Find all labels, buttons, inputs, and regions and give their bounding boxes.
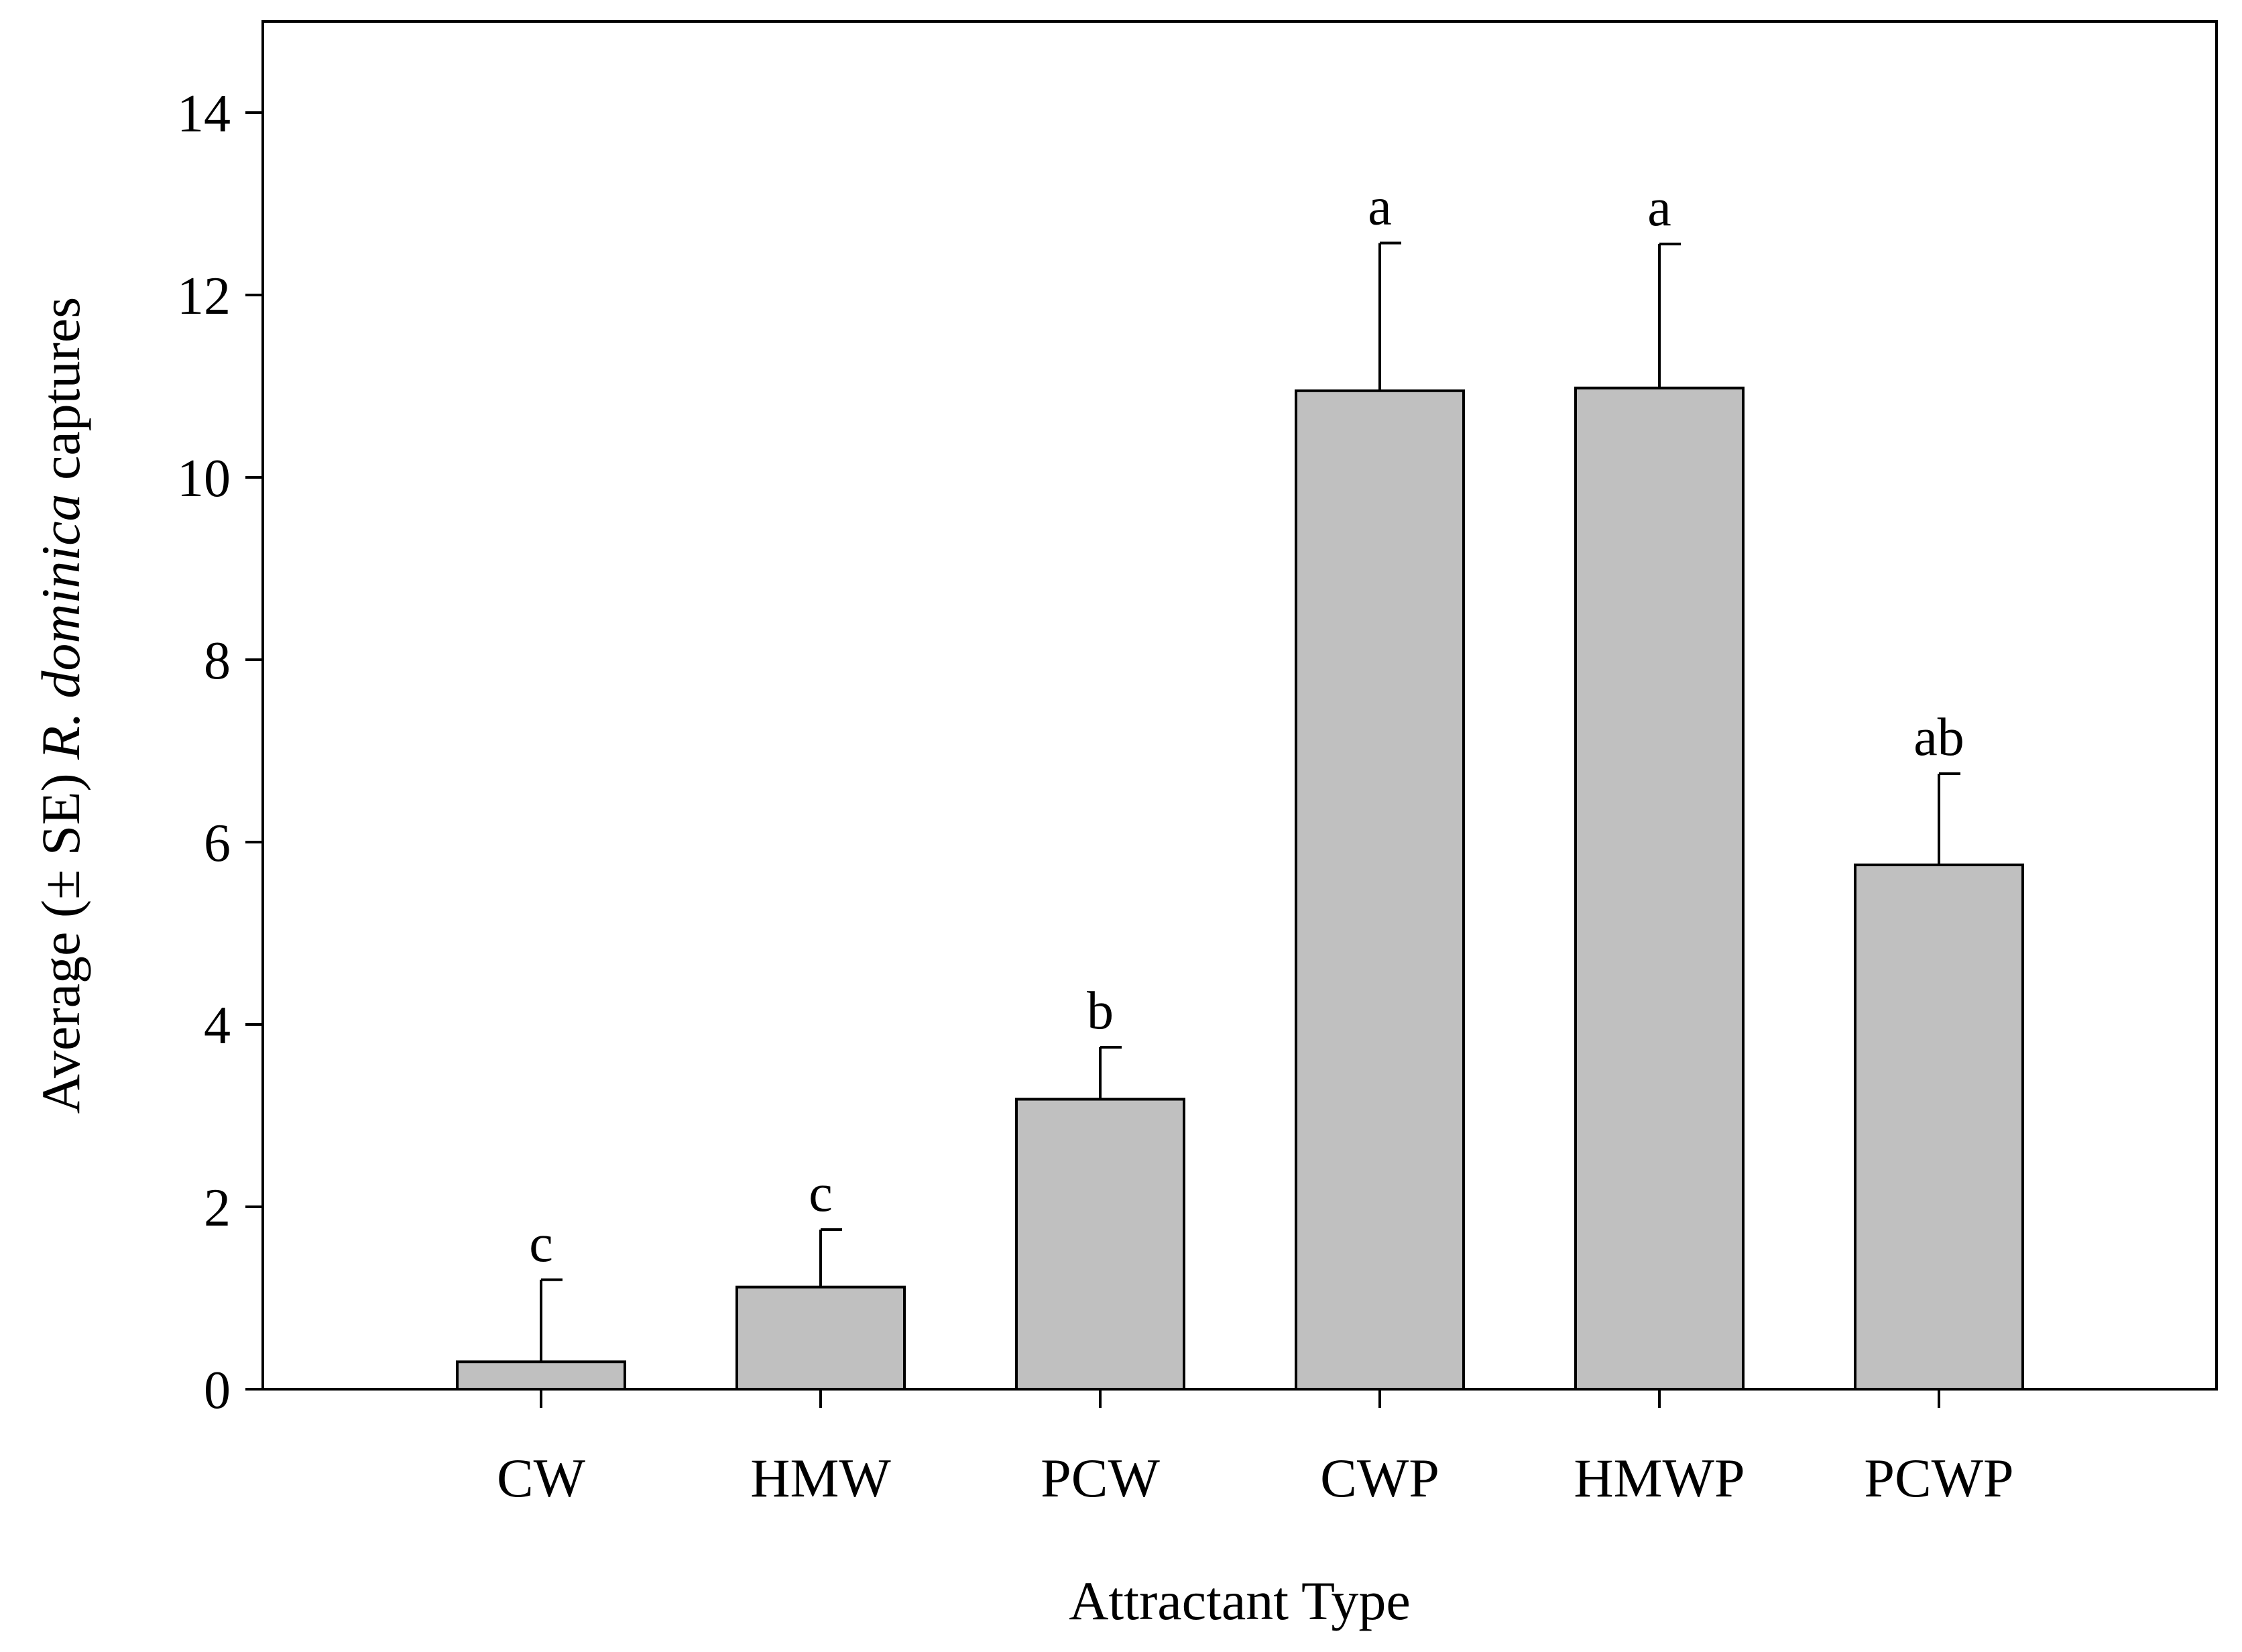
- x-tick-label: CWP: [1320, 1448, 1439, 1509]
- y-axis-label-prefix: Average (± SE): [30, 760, 91, 1114]
- x-tick-label: PCW: [1041, 1448, 1160, 1509]
- y-tick-label: 2: [204, 1179, 231, 1238]
- y-tick-label: 0: [204, 1361, 231, 1420]
- x-tick-label: PCWP: [1864, 1448, 2013, 1509]
- y-axis-label-suffix: captures: [30, 297, 91, 494]
- significance-letter-hmw: c: [809, 1164, 833, 1223]
- y-tick-label: 14: [177, 84, 231, 143]
- y-tick-label: 10: [177, 449, 231, 508]
- plot-frame: [261, 20, 2218, 1391]
- x-tick-label: HMW: [750, 1448, 891, 1509]
- y-tick-label: 4: [204, 996, 231, 1055]
- y-tick-label: 12: [177, 267, 231, 326]
- bar-pcwp: [1854, 864, 2024, 1391]
- significance-letter-pcw: b: [1087, 982, 1114, 1041]
- y-axis-label-species: R. dominica: [30, 493, 91, 760]
- bar-pcw: [1015, 1098, 1185, 1391]
- x-tick-label: HMWP: [1574, 1448, 1745, 1509]
- y-axis-label: Average (± SE) R. dominica captures: [30, 297, 91, 1114]
- x-axis-label: Attractant Type: [1069, 1570, 1411, 1631]
- significance-letter-cwp: a: [1368, 177, 1392, 236]
- significance-letter-cw: c: [529, 1214, 553, 1273]
- y-tick-label: 6: [204, 814, 231, 873]
- y-tick-label: 8: [204, 632, 231, 691]
- bar-cw: [456, 1360, 626, 1391]
- x-axis: CW HMW PCW CWP HMWP PCWP: [497, 1389, 2014, 1509]
- y-axis: 0 2 4 6 8 10 12 14: [177, 84, 263, 1420]
- bar-hmw: [735, 1285, 906, 1391]
- significance-letter-hmwp: a: [1647, 178, 1671, 237]
- bar-cwp: [1295, 389, 1465, 1391]
- significance-letter-pcwp: ab: [1913, 708, 1964, 767]
- bar-hmwp: [1574, 386, 1745, 1391]
- x-tick-label: CW: [497, 1448, 586, 1509]
- bars: c c b a a ab: [456, 177, 2024, 1391]
